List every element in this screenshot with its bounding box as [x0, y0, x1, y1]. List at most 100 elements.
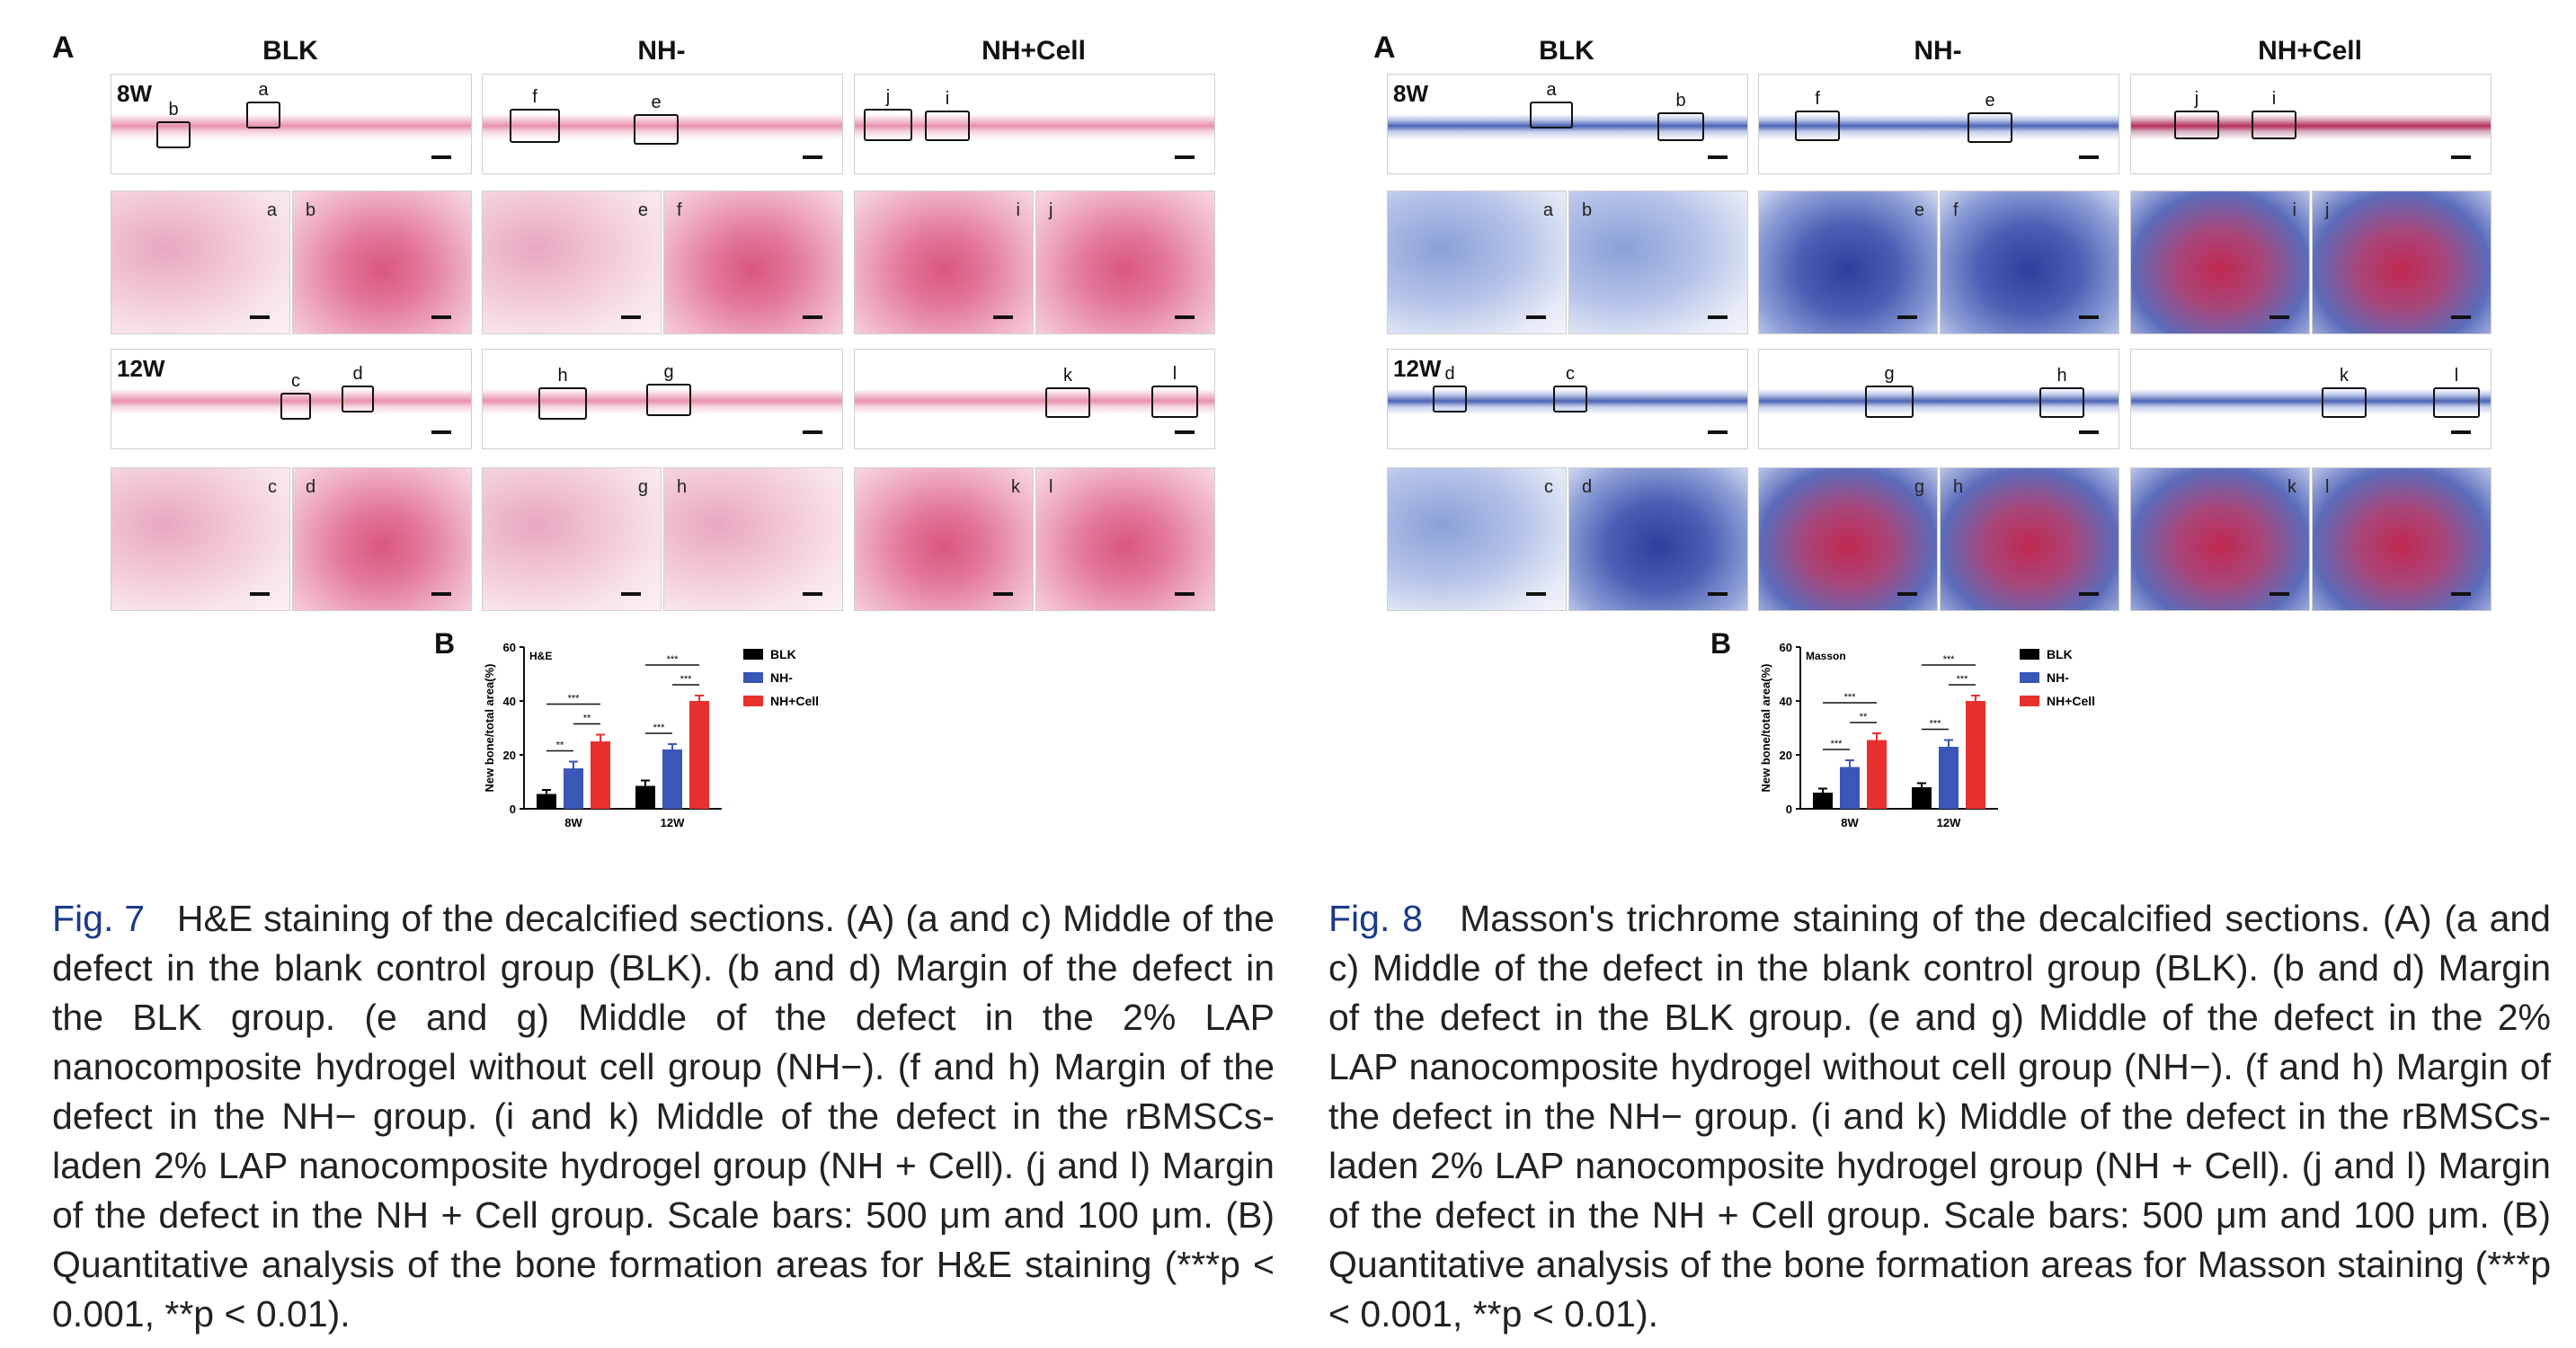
detail-c: c [111, 467, 290, 611]
y-tick-label: 20 [503, 749, 516, 762]
scale-bar [2079, 430, 2099, 434]
significance-label: ** [1860, 712, 1868, 723]
caption-text: H&E staining of the decalcified sections… [52, 898, 1275, 1335]
significance-label: *** [1831, 739, 1843, 749]
roi-box: g [1865, 364, 1914, 418]
legend-label: NH- [770, 670, 793, 685]
overview-cell-8w: j i [854, 74, 1215, 174]
bar [1912, 787, 1932, 809]
figure-8: A BLK NH- NH+Cell 8W a b f e j i a b e f… [1328, 27, 2551, 1335]
legend-swatch [2020, 649, 2039, 660]
panel-b-label: B [1710, 627, 1732, 660]
x-tick-label: 8W [564, 816, 582, 829]
overview-nh-12w: g h [1758, 349, 2119, 449]
column-title-nh-cell: NH+Cell [982, 36, 1086, 66]
roi-box: i [925, 89, 970, 141]
roi-box: i [2252, 89, 2296, 139]
significance-label: *** [680, 674, 693, 685]
detail-g: g [1758, 467, 1938, 611]
roi-box: h [2039, 366, 2084, 418]
scale-bar [2079, 155, 2099, 159]
figure-7: A BLK NH- NH+Cell 8W b a f e j i a b e f… [52, 27, 1275, 1335]
significance-label: *** [667, 654, 680, 665]
roi-box: j [2174, 89, 2219, 139]
overview-cell-8w: j i [2130, 74, 2492, 174]
roi-box: e [1968, 91, 2012, 143]
legend-swatch [743, 696, 763, 706]
scale-bar [2451, 430, 2471, 434]
significance-label: *** [568, 694, 581, 705]
overview-blk-12w: 12W d c [1387, 349, 1748, 449]
bar [1939, 747, 1959, 809]
detail-b: b [292, 191, 472, 334]
row-label-12w: 12W [117, 355, 165, 382]
scale-bar [1175, 430, 1195, 434]
roi-box: k [1045, 366, 1090, 418]
bar [1813, 793, 1833, 809]
bar [689, 701, 709, 809]
roi-box: f [1795, 89, 1840, 141]
roi-box: f [510, 87, 560, 143]
chart-panel-title: H&E [529, 650, 552, 662]
detail-e: e [1758, 191, 1938, 334]
scale-bar [803, 155, 822, 159]
bar [591, 741, 610, 809]
bar [1840, 767, 1860, 809]
panel-a-label: A [52, 31, 75, 65]
column-title-nh: NH- [1914, 36, 1962, 66]
bar [564, 768, 583, 809]
overview-cell-12w: k l [2130, 349, 2492, 449]
y-tick-label: 60 [503, 641, 516, 654]
caption-fig8: Fig. 8 Masson's trichrome staining of th… [1328, 894, 2551, 1339]
roi-box: j [864, 87, 912, 141]
row-label-8w: 8W [1393, 80, 1428, 107]
overview-nh-12w: h g [482, 349, 843, 449]
detail-i: i [2130, 191, 2310, 334]
legend-swatch [2020, 696, 2039, 706]
panel-a-label: A [1373, 31, 1396, 65]
legend-label: NH+Cell [770, 694, 819, 708]
detail-f: f [1940, 191, 2119, 334]
detail-e: e [482, 191, 662, 334]
overview-blk-12w: 12W c d [111, 349, 472, 449]
detail-h: h [663, 467, 843, 611]
column-title-blk: BLK [262, 36, 318, 66]
detail-g: g [482, 467, 662, 611]
detail-d: d [292, 467, 472, 611]
y-tick-label: 20 [1780, 749, 1792, 762]
y-tick-label: 60 [1780, 641, 1792, 654]
y-axis-label: New bone/total area(%) [483, 663, 496, 792]
x-tick-label: 12W [1937, 816, 1961, 829]
scale-bar [803, 430, 822, 434]
detail-h: h [1940, 467, 2119, 611]
detail-j: j [1035, 191, 1215, 334]
caption-label: Fig. 8 [1328, 898, 1423, 939]
scale-bar [431, 155, 451, 159]
roi-box: c [1553, 364, 1587, 412]
row-label-8w: 8W [117, 80, 152, 107]
scale-bar [431, 430, 451, 434]
bar [635, 785, 655, 809]
chart-panel-title: Masson [1806, 650, 1846, 662]
y-tick-label: 40 [503, 695, 516, 708]
scale-bar [1708, 155, 1728, 159]
roi-box: c [280, 371, 311, 420]
detail-l: l [2312, 467, 2492, 611]
overview-blk-8w: 8W a b [1387, 74, 1748, 174]
detail-k: k [2130, 467, 2310, 611]
detail-j: j [2312, 191, 2492, 334]
roi-box: b [156, 100, 191, 148]
y-tick-label: 0 [510, 803, 516, 816]
legend-swatch [2020, 672, 2039, 683]
panel-b-label: B [434, 627, 456, 660]
x-tick-label: 8W [1841, 816, 1859, 829]
detail-c: c [1387, 467, 1567, 611]
roi-box: a [246, 80, 280, 129]
roi-box: a [1530, 80, 1573, 129]
roi-box: l [2433, 366, 2480, 418]
bar [1966, 701, 1985, 809]
overview-blk-8w: 8W b a [111, 74, 472, 174]
y-tick-label: 0 [1786, 803, 1792, 816]
detail-f: f [663, 191, 843, 334]
